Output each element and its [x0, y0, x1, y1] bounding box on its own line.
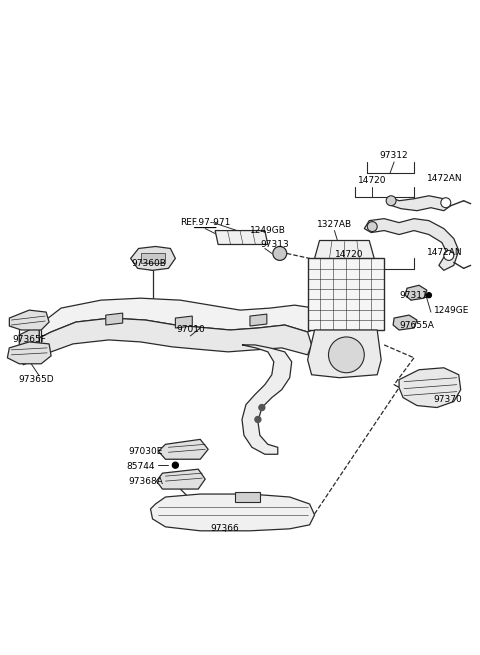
Text: 1249GE: 1249GE [434, 306, 469, 314]
Polygon shape [215, 231, 268, 244]
Polygon shape [141, 253, 166, 263]
Circle shape [172, 462, 179, 468]
Circle shape [255, 417, 261, 422]
Text: 97365F: 97365F [12, 335, 46, 345]
Circle shape [444, 250, 454, 261]
Text: 97655A: 97655A [399, 320, 434, 329]
Polygon shape [19, 325, 39, 365]
Text: 1327AB: 1327AB [317, 220, 352, 229]
Polygon shape [39, 318, 312, 358]
Text: 97030E: 97030E [128, 447, 163, 456]
Polygon shape [308, 259, 384, 330]
Circle shape [259, 405, 265, 411]
Text: 97368A: 97368A [128, 477, 163, 485]
Polygon shape [156, 469, 205, 489]
Circle shape [328, 337, 364, 373]
Polygon shape [393, 315, 417, 330]
Circle shape [426, 293, 432, 297]
Text: 14720: 14720 [335, 250, 364, 259]
Text: 97366: 97366 [211, 525, 240, 533]
Circle shape [367, 221, 377, 232]
Text: 97365D: 97365D [18, 375, 54, 384]
Polygon shape [405, 285, 427, 300]
Circle shape [441, 198, 451, 208]
Polygon shape [151, 494, 314, 531]
Polygon shape [175, 316, 192, 328]
Text: 97360B: 97360B [131, 259, 166, 268]
Polygon shape [399, 367, 461, 407]
Polygon shape [158, 440, 208, 459]
Polygon shape [242, 345, 292, 455]
Polygon shape [250, 314, 267, 326]
Polygon shape [235, 492, 260, 502]
Polygon shape [308, 330, 381, 378]
Text: 14720: 14720 [358, 176, 386, 185]
Polygon shape [131, 246, 175, 271]
Text: 1472AN: 1472AN [427, 174, 463, 183]
Polygon shape [364, 219, 459, 271]
Text: REF.97-971: REF.97-971 [180, 218, 230, 227]
Polygon shape [314, 240, 374, 259]
Text: 85744: 85744 [126, 462, 155, 471]
Text: 97312: 97312 [380, 151, 408, 160]
Polygon shape [106, 313, 123, 325]
Polygon shape [39, 298, 320, 338]
Polygon shape [389, 196, 451, 211]
Text: 1249GB: 1249GB [250, 226, 286, 235]
Text: 97311: 97311 [400, 291, 428, 300]
Text: 97313: 97313 [261, 240, 289, 249]
Circle shape [273, 246, 287, 261]
Polygon shape [7, 342, 51, 364]
Text: 1472AN: 1472AN [427, 248, 463, 257]
Polygon shape [9, 310, 49, 330]
Text: 97010: 97010 [176, 326, 204, 335]
Text: 97370: 97370 [434, 395, 463, 404]
Circle shape [386, 196, 396, 206]
